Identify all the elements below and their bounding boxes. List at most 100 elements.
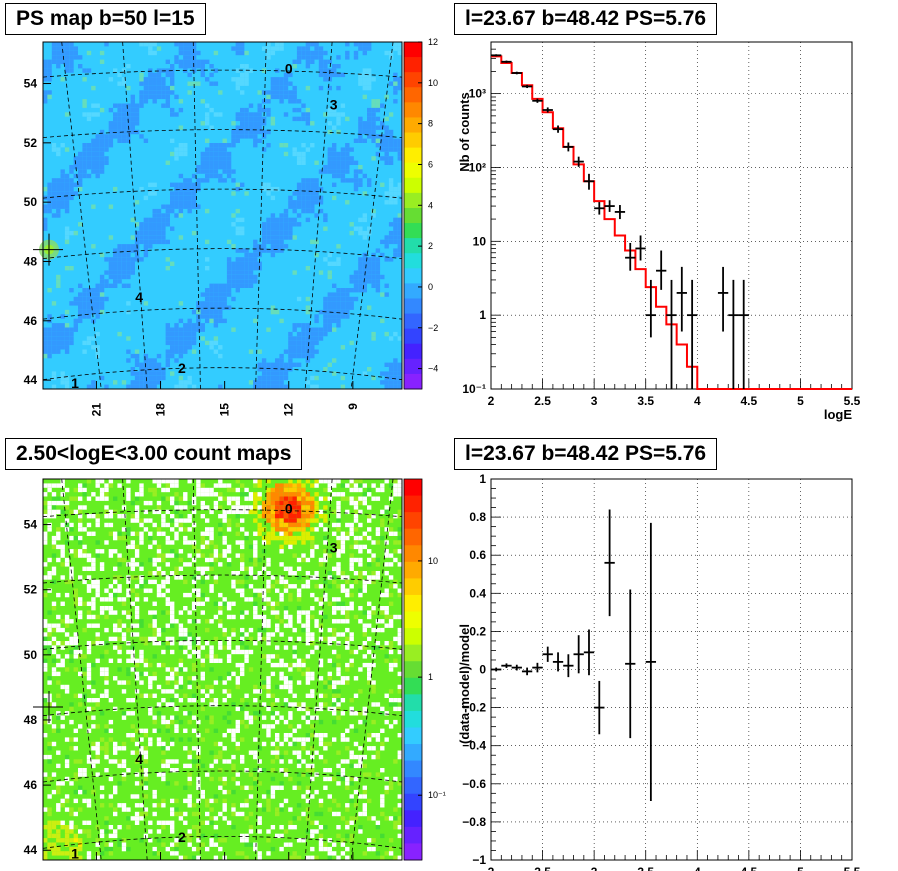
colorbar-swatch <box>404 328 422 345</box>
colorbar-swatch <box>404 72 422 88</box>
colorbar-swatch <box>404 343 422 360</box>
x-tick-label: 21 <box>89 403 103 417</box>
colorbar-swatch <box>404 57 422 73</box>
y-tick-label: −0.6 <box>462 777 486 791</box>
colorbar-swatch <box>404 298 422 315</box>
colorbar-label: 0 <box>428 282 433 292</box>
data-point <box>728 279 739 389</box>
x-tick-label: 12 <box>282 403 296 417</box>
grid <box>490 478 853 861</box>
data-point <box>738 279 749 389</box>
colorbar-swatch <box>404 677 422 695</box>
x-tick-label: 9 <box>346 403 360 410</box>
colorbar-swatch <box>404 545 422 563</box>
colorbar-swatch <box>404 162 422 179</box>
colorbar: 10 1 10⁻¹ <box>403 478 446 861</box>
colorbar-frame <box>403 41 423 390</box>
colorbar-swatch <box>404 207 422 224</box>
residual-title: l=23.67 b=48.42 PS=5.76 <box>454 438 718 470</box>
residual-point <box>501 663 512 668</box>
y-tick-label: 44 <box>24 373 38 387</box>
residual-point <box>583 629 595 676</box>
data-point <box>666 279 677 389</box>
colorbar-frame <box>403 478 423 861</box>
x-tick-label: 4 <box>694 394 701 408</box>
colorbar-swatch <box>404 710 422 728</box>
grid-meridian <box>61 41 102 390</box>
y-tick-label: 46 <box>24 778 38 792</box>
x-tick-label: 5 <box>797 865 804 871</box>
ps-map-panel: PS map b=50 l=15 54 52 50 48 46 44 21 18 15 12 9 0 3… <box>0 0 449 435</box>
x-tick-label: 3 <box>591 394 598 408</box>
residual-point <box>625 589 636 739</box>
y-tick-label: 1 <box>479 472 486 486</box>
source-label-3: 3 <box>330 539 338 555</box>
colorbar-swatch <box>404 313 422 330</box>
y-tick-label: −0.8 <box>462 815 486 829</box>
map-frame <box>42 41 403 390</box>
grid-meridian <box>350 41 394 390</box>
source-label-4: 4 <box>135 751 143 767</box>
y-tick-label: 1 <box>479 308 486 322</box>
y-tick-label: 50 <box>24 648 38 662</box>
residual-point <box>563 654 574 678</box>
colorbar-label: 4 <box>428 200 433 210</box>
colorbar-label: 1 <box>428 672 433 682</box>
colorbar-swatch <box>404 283 422 299</box>
x-tick-label: 4 <box>694 865 701 871</box>
colorbar-swatch <box>404 793 422 811</box>
grid-meridian <box>192 478 201 861</box>
residual-chart: 1 0.8 0.6 0.4 0.2 0 −0.2 −0.4 −0.6 −0.8 −12 2.5 3 3.5… <box>457 472 861 871</box>
y-tick-label: 10 <box>473 234 487 248</box>
colorbar-swatch <box>404 694 422 712</box>
x-tick-label: 2 <box>488 394 495 408</box>
colorbar-label: 10 <box>428 556 438 566</box>
data-point <box>604 200 615 212</box>
y-axis-label: (data-model)/model <box>457 624 472 744</box>
grid-meridian <box>255 41 267 390</box>
x-tick-label: 2 <box>488 865 495 871</box>
data-point <box>501 60 512 63</box>
count-map-panel: 2.50<logE<3.00 count maps 54 52 50 48 46 44 2 1… <box>0 435 449 871</box>
spectrum-title: l=23.67 b=48.42 PS=5.76 <box>454 3 718 35</box>
coordinate-grid <box>42 41 403 390</box>
colorbar: 12 10 8 6 4 2 0 −2 −4 <box>403 37 438 390</box>
source-label-0: 0 <box>285 61 293 77</box>
y-tick-label: −0.4 <box>462 739 486 753</box>
colorbar-label: −2 <box>428 323 438 333</box>
source-label-1: 1 <box>71 375 79 391</box>
data-point <box>594 202 605 215</box>
data-point <box>635 235 646 261</box>
y-tick-label: 0.2 <box>469 624 486 638</box>
x-tick-label: 4.5 <box>741 865 758 871</box>
colorbar-swatch <box>404 611 422 629</box>
y-tick-label: 10⁻¹ <box>462 382 486 396</box>
data-point <box>583 173 595 190</box>
data-point <box>614 205 626 220</box>
residual-point <box>552 652 564 672</box>
colorbar-swatch <box>404 479 422 497</box>
x-tick-label: 4.5 <box>741 394 758 408</box>
grid-meridian <box>304 478 333 861</box>
residual-panel: 1 0.8 0.6 0.4 0.2 0 −0.2 −0.4 −0.6 −0.8 −12 2.5 3 3.5… <box>449 435 898 871</box>
y-tick-label: 0.8 <box>469 510 486 524</box>
colorbar-swatch <box>404 268 422 284</box>
residual-point <box>542 646 553 662</box>
y-tick-label: 52 <box>24 583 38 597</box>
colorbar-swatch <box>404 810 422 828</box>
grid-meridian <box>255 478 267 861</box>
map-frame <box>42 478 403 861</box>
colorbar-swatch <box>404 253 422 269</box>
source-label-2: 2 <box>178 829 186 845</box>
data-point <box>686 279 698 389</box>
colorbar-swatch <box>404 177 422 194</box>
residual-point <box>604 509 615 617</box>
residual-point <box>521 667 533 676</box>
colorbar-swatch <box>404 373 422 390</box>
y-tick-label: 50 <box>24 195 38 209</box>
grid-meridian <box>122 41 148 390</box>
data-point <box>521 84 533 89</box>
colorbar-swatch <box>404 358 422 375</box>
residual-point <box>645 522 657 801</box>
